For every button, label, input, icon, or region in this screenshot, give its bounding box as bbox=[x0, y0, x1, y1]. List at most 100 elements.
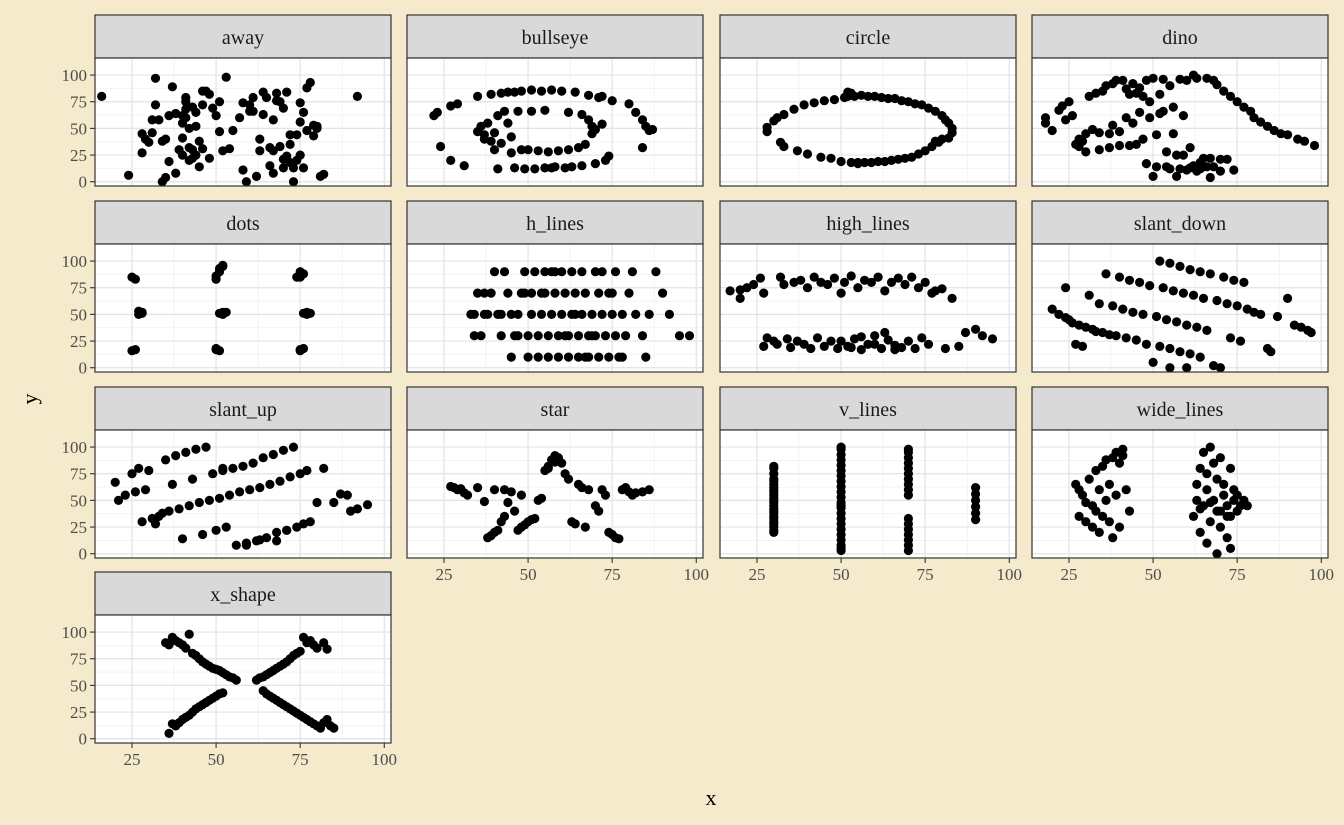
data-point bbox=[594, 352, 604, 362]
facet-strip-label: slant_up bbox=[209, 399, 277, 421]
data-point bbox=[1161, 315, 1172, 325]
data-point bbox=[184, 501, 194, 511]
data-point bbox=[469, 331, 479, 341]
data-point bbox=[947, 293, 957, 303]
data-point bbox=[1212, 295, 1222, 306]
data-point bbox=[624, 99, 634, 109]
data-point bbox=[285, 130, 295, 140]
data-point bbox=[513, 309, 523, 319]
data-point bbox=[853, 157, 863, 168]
data-point bbox=[577, 309, 587, 319]
gridlines bbox=[1032, 430, 1328, 558]
data-point bbox=[779, 141, 789, 152]
data-point bbox=[627, 267, 638, 277]
y-tick-label: 50 bbox=[70, 676, 87, 695]
data-point bbox=[1283, 293, 1293, 303]
data-point bbox=[245, 485, 255, 495]
data-point bbox=[1232, 97, 1242, 107]
data-point bbox=[1145, 113, 1155, 123]
data-point bbox=[641, 352, 651, 362]
data-point bbox=[204, 153, 214, 163]
data-point bbox=[664, 309, 675, 319]
data-point bbox=[1128, 307, 1138, 317]
panel-border bbox=[406, 57, 704, 187]
panel-border bbox=[1031, 57, 1329, 187]
data-point bbox=[1124, 89, 1135, 99]
data-point bbox=[194, 497, 204, 508]
data-point bbox=[580, 139, 590, 149]
data-point bbox=[567, 267, 577, 277]
facet-panel-slant-down: slant_down bbox=[1031, 200, 1329, 373]
data-point bbox=[930, 136, 940, 146]
data-point bbox=[1182, 363, 1192, 373]
data-point bbox=[503, 497, 513, 508]
facet-strip-label: high_lines bbox=[826, 213, 910, 235]
data-point bbox=[540, 288, 550, 298]
data-point bbox=[526, 309, 537, 319]
data-point bbox=[137, 517, 147, 527]
data-point bbox=[1182, 75, 1192, 85]
data-point bbox=[1215, 154, 1225, 164]
data-point bbox=[1098, 511, 1108, 521]
data-point bbox=[1172, 150, 1182, 160]
data-point bbox=[600, 490, 611, 500]
data-point bbox=[295, 150, 305, 160]
data-point bbox=[1185, 349, 1195, 359]
data-point bbox=[836, 442, 846, 452]
data-point bbox=[1165, 81, 1175, 91]
data-point bbox=[1118, 451, 1128, 461]
data-point bbox=[1094, 527, 1104, 538]
data-points bbox=[161, 629, 339, 739]
data-point bbox=[282, 87, 292, 97]
data-point bbox=[573, 331, 584, 341]
data-point bbox=[198, 144, 208, 154]
panel-background bbox=[720, 244, 1016, 372]
data-point bbox=[298, 107, 309, 117]
facet-panels: away 0 25 50 75 100 bullseye circle dino dots 0 25 5… bbox=[62, 14, 1334, 769]
data-point bbox=[1158, 106, 1168, 116]
data-point bbox=[312, 497, 322, 508]
data-point bbox=[1256, 117, 1266, 127]
data-point bbox=[1138, 309, 1148, 319]
data-point bbox=[235, 113, 245, 123]
data-point bbox=[886, 277, 897, 287]
data-point bbox=[856, 332, 866, 342]
data-point bbox=[1225, 463, 1236, 473]
data-point bbox=[1212, 474, 1222, 484]
data-point bbox=[1222, 299, 1232, 309]
data-point bbox=[1225, 91, 1236, 101]
y-tick-label: 50 bbox=[70, 491, 87, 510]
data-point bbox=[560, 331, 570, 341]
data-point bbox=[533, 146, 543, 156]
data-point bbox=[870, 339, 880, 349]
data-point bbox=[624, 288, 634, 298]
data-point bbox=[987, 334, 998, 344]
facet-strip-label: circle bbox=[846, 27, 891, 49]
data-point bbox=[1114, 127, 1125, 137]
data-point bbox=[1114, 458, 1125, 468]
data-point bbox=[604, 352, 614, 362]
data-point bbox=[802, 283, 813, 293]
data-point bbox=[1111, 490, 1121, 500]
data-point bbox=[1074, 511, 1084, 521]
data-point bbox=[725, 286, 735, 296]
data-point bbox=[1104, 143, 1114, 153]
data-point bbox=[1151, 311, 1162, 322]
facet-panel-x-shape: x_shape 0 25 50 75 100 25 50 75 100 bbox=[62, 571, 397, 769]
data-point bbox=[1219, 490, 1229, 500]
data-point bbox=[312, 123, 322, 133]
data-point bbox=[557, 267, 567, 277]
gridlines bbox=[1032, 244, 1328, 372]
data-point bbox=[971, 324, 981, 334]
data-point bbox=[816, 152, 826, 162]
data-point bbox=[826, 336, 836, 346]
data-point bbox=[829, 273, 840, 283]
data-point bbox=[543, 463, 553, 473]
data-point bbox=[1111, 75, 1121, 85]
data-point bbox=[577, 109, 587, 120]
data-point bbox=[674, 331, 685, 341]
data-point bbox=[459, 161, 469, 171]
data-point bbox=[1219, 479, 1229, 489]
data-point bbox=[499, 511, 510, 521]
data-point bbox=[903, 513, 914, 524]
